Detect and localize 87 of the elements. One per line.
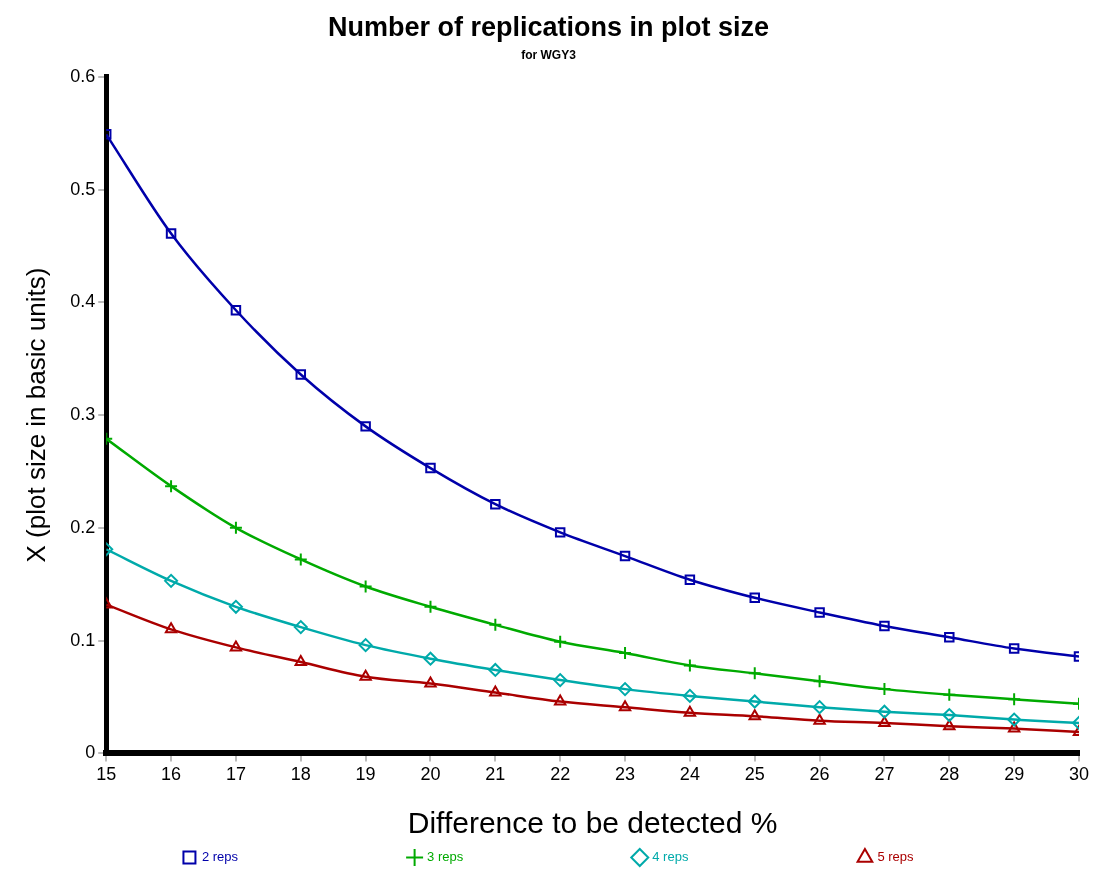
x-tick-label: 24: [679, 764, 700, 785]
point: [553, 694, 567, 706]
point: [359, 669, 372, 681]
legend-label: 5 reps: [877, 849, 915, 865]
point: [425, 462, 436, 474]
y-tick-label: 0.5: [70, 178, 96, 199]
x-tick-label: 21: [485, 764, 506, 785]
point: [358, 638, 373, 653]
point: [813, 713, 826, 725]
point: [618, 682, 633, 697]
point: [748, 709, 761, 721]
x-tick-label: 15: [96, 764, 117, 785]
point: [489, 685, 502, 697]
point: [747, 666, 762, 681]
y-tick-label: 0: [85, 742, 96, 763]
point: [943, 719, 956, 731]
point: [423, 651, 438, 666]
y-tick-label: 0.4: [70, 291, 96, 312]
point: [749, 592, 760, 604]
legend-label: 2 reps: [201, 849, 401, 865]
x-tick-label: 29: [1004, 764, 1025, 785]
y-tick-label: 0.2: [70, 516, 96, 537]
point: [682, 658, 697, 673]
y-axis-title: X (plot size in basic units): [20, 267, 51, 563]
x-tick-label: 16: [161, 764, 182, 785]
point: [747, 694, 762, 709]
y-tick-label: 0.3: [70, 404, 96, 425]
point: [812, 674, 827, 689]
chart-subtitle: for WGY3: [521, 47, 577, 62]
point: [877, 704, 892, 719]
point: [1007, 692, 1022, 707]
point: [878, 715, 891, 727]
x-tick-label: 19: [355, 764, 376, 785]
point: [488, 662, 503, 677]
point: [1007, 721, 1021, 733]
point: [165, 228, 177, 239]
point: [682, 688, 697, 703]
point: [944, 632, 955, 643]
point: [293, 552, 308, 567]
point: [942, 687, 957, 702]
point: [879, 620, 890, 632]
point: [164, 479, 179, 494]
point: [424, 676, 437, 688]
y-tick-label: 0.1: [70, 629, 96, 650]
x-tick-label: 28: [939, 764, 960, 785]
point: [230, 304, 242, 316]
x-tick-label: 26: [809, 764, 830, 785]
point: [229, 640, 243, 652]
point: [942, 708, 957, 723]
x-tick-label: 18: [290, 764, 311, 785]
point: [553, 634, 568, 649]
point: [618, 700, 632, 712]
x-tick-label: 27: [874, 764, 895, 785]
point: [554, 527, 566, 538]
point: [619, 550, 631, 562]
x-tick-label: 23: [615, 764, 636, 785]
point: [814, 607, 825, 618]
legend-label: 3 reps: [427, 849, 626, 865]
x-tick-label: 17: [225, 764, 246, 785]
point: [683, 705, 697, 717]
point: [294, 655, 307, 667]
point: [1007, 712, 1022, 727]
y-tick-label: 0.6: [70, 65, 96, 86]
point: [360, 421, 371, 432]
point: [164, 573, 179, 588]
point: [228, 520, 243, 535]
point: [877, 682, 892, 697]
point: [490, 498, 501, 510]
x-tick-label: 25: [744, 764, 765, 785]
point: [553, 673, 568, 688]
legend-label: 4 reps: [652, 849, 851, 865]
point: [812, 700, 827, 715]
point: [618, 646, 633, 661]
point: [295, 369, 307, 380]
chart-title: Number of replications in plot size: [327, 11, 770, 42]
point: [228, 599, 243, 614]
point: [423, 599, 438, 614]
x-tick-label: 30: [1068, 764, 1090, 785]
point: [488, 617, 503, 632]
point: [358, 579, 373, 594]
x-tick-label: 20: [420, 764, 441, 785]
x-tick-label: 22: [550, 764, 571, 785]
point: [1008, 643, 1020, 654]
point: [293, 620, 308, 635]
point: [684, 574, 696, 585]
point: [164, 622, 178, 634]
x-axis-title: Difference to be detected %: [407, 806, 778, 840]
